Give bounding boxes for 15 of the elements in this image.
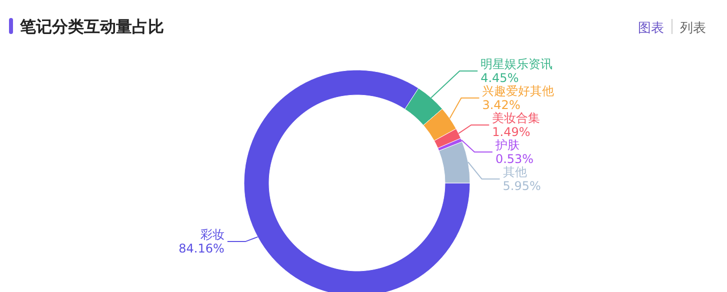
text: 列表 — [680, 21, 706, 36]
slice-label: 护肤 — [494, 138, 520, 152]
data-label: 4.45% — [480, 71, 519, 85]
text: 图表 — [638, 21, 664, 36]
slice-label: 明星娱乐资讯 — [480, 57, 553, 71]
data-label: 84.16% — [178, 242, 224, 256]
data-label: 5.95% — [502, 179, 541, 193]
slice-label: 其他 — [502, 165, 527, 179]
data-label: 0.53% — [495, 152, 534, 166]
slice-label: 兴趣爱好其他 — [482, 84, 554, 98]
data-label: 1.49% — [492, 125, 530, 139]
chart-title: 笔记分类互动量占比 — [19, 17, 164, 36]
slice-label: 彩妆 — [200, 228, 224, 242]
slice-label: 美妆合集 — [492, 111, 540, 125]
data-label: 3.42% — [482, 98, 520, 112]
